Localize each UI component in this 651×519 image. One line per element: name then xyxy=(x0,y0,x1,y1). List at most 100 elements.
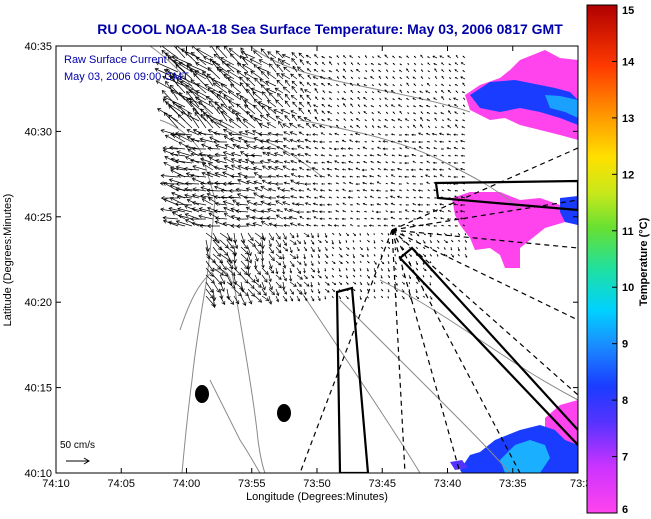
current-vector xyxy=(317,274,322,279)
current-vector-head xyxy=(307,109,311,112)
current-vector-head xyxy=(184,193,189,198)
current-vector-head xyxy=(339,234,342,237)
current-vector xyxy=(165,52,186,66)
current-vector xyxy=(220,57,235,66)
current-vector-head xyxy=(407,62,409,65)
current-vector-head xyxy=(327,182,330,185)
current-vector-head xyxy=(360,275,362,277)
current-vector-head xyxy=(324,235,328,238)
current-vector-head xyxy=(319,189,323,192)
current-vector-head xyxy=(291,114,296,118)
current-vector-head xyxy=(246,265,251,270)
current-vector-head xyxy=(462,119,464,121)
current-vector-head xyxy=(177,173,182,179)
current-vector-head xyxy=(396,195,400,199)
current-vector-head xyxy=(406,189,408,191)
current-vector-head xyxy=(183,166,188,172)
current-vector-head xyxy=(368,240,370,243)
current-vector xyxy=(317,288,320,294)
current-vector-head xyxy=(364,133,366,135)
current-vector-head xyxy=(354,282,357,285)
current-vector xyxy=(186,129,200,136)
current-vector-head xyxy=(160,207,165,212)
current-vector xyxy=(296,182,305,185)
current-vector-head xyxy=(430,255,432,257)
scale-arrow-head xyxy=(83,457,90,465)
current-vector-head xyxy=(290,73,294,78)
current-vector xyxy=(198,215,214,220)
current-vector-head xyxy=(292,255,297,260)
current-vector xyxy=(261,105,270,115)
current-vector-head xyxy=(178,105,182,110)
current-vector-head xyxy=(298,167,302,170)
current-vector xyxy=(348,196,354,199)
current-vector-head xyxy=(353,248,355,250)
current-vector-head xyxy=(305,174,309,178)
current-vector xyxy=(205,96,221,108)
current-vector xyxy=(284,115,291,122)
current-vector xyxy=(275,253,282,260)
current-vector-head xyxy=(298,196,302,199)
current-vector-head xyxy=(191,193,196,198)
current-vector xyxy=(161,175,179,178)
current-vector-head xyxy=(260,244,265,249)
current-vector-head xyxy=(197,131,202,136)
current-vector xyxy=(267,100,277,108)
current-vector xyxy=(327,118,333,122)
current-vector-head xyxy=(399,147,401,149)
current-vector-head xyxy=(298,189,301,192)
current-vector xyxy=(348,147,354,150)
current-vector-head xyxy=(186,135,191,140)
current-vector-head xyxy=(373,290,376,293)
current-vector-head xyxy=(397,167,400,171)
current-vector-head xyxy=(288,215,293,220)
current-vector-head xyxy=(306,195,309,198)
current-vector xyxy=(275,140,284,143)
current-vector-head xyxy=(328,141,331,143)
current-vector-head xyxy=(392,148,394,150)
current-vector-head xyxy=(404,217,408,220)
current-vector-head xyxy=(346,276,349,279)
current-vector-head xyxy=(371,98,374,100)
current-vector-head xyxy=(168,206,173,211)
current-vector xyxy=(390,195,396,199)
current-vector-head xyxy=(419,183,422,185)
current-vector xyxy=(306,55,312,59)
current-vector-head xyxy=(455,140,457,143)
current-vector xyxy=(163,182,179,192)
current-vector-head xyxy=(237,158,243,163)
current-vector-head xyxy=(230,83,235,88)
current-vector-head xyxy=(399,110,402,113)
current-vector xyxy=(246,88,256,101)
current-vector-head xyxy=(462,189,465,191)
current-vector-head xyxy=(268,196,272,200)
current-vector-head xyxy=(367,276,370,279)
current-vector-head xyxy=(404,118,408,121)
current-vector xyxy=(273,109,284,115)
current-vector xyxy=(238,159,249,164)
current-vector-head xyxy=(371,91,374,93)
current-vector xyxy=(268,132,277,136)
current-vector xyxy=(303,274,308,279)
current-vector-head xyxy=(387,234,390,236)
current-vector-head xyxy=(426,196,429,199)
current-vector xyxy=(384,89,389,94)
current-vector xyxy=(425,174,431,178)
current-vector xyxy=(307,82,312,87)
current-vector-head xyxy=(202,112,207,117)
current-vector-head xyxy=(208,212,213,217)
current-vector xyxy=(268,182,277,185)
current-vector xyxy=(384,54,389,59)
current-vectors xyxy=(154,46,468,309)
current-vector-head xyxy=(263,292,267,296)
current-vector-head xyxy=(303,256,306,260)
current-vector-head xyxy=(265,138,270,143)
current-vector-head xyxy=(364,91,367,93)
current-vector-head xyxy=(193,73,198,78)
current-vector xyxy=(215,203,228,206)
current-vector xyxy=(202,163,214,171)
current-vector-head xyxy=(438,132,442,136)
current-vector-head xyxy=(321,56,324,58)
current-vector-head xyxy=(350,62,353,64)
current-vector xyxy=(176,79,193,94)
